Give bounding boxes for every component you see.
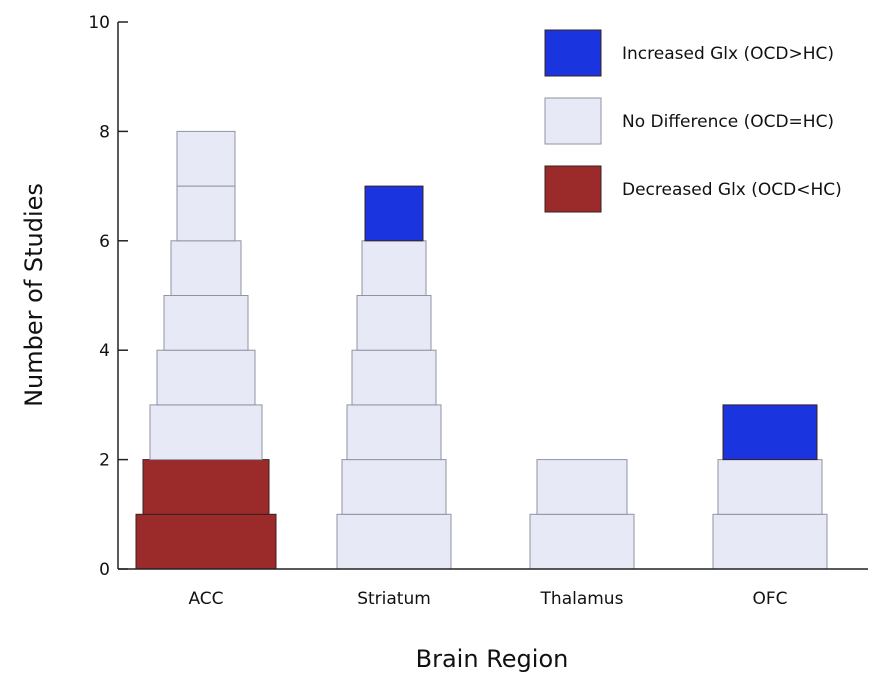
y-axis-title: Number of Studies: [20, 183, 48, 407]
block-striatum-7: [364, 185, 424, 242]
x-tick-label-thalamus: Thalamus: [540, 589, 624, 609]
block-acc-5: [163, 295, 249, 351]
block-thalamus-1: [529, 513, 635, 570]
legend-label: Decreased Glx (OCD<HC): [622, 180, 842, 200]
block-acc-8: [176, 130, 236, 187]
block-thalamus-2: [536, 459, 628, 515]
block-ofc-1: [712, 513, 828, 570]
block-acc-1: [135, 513, 277, 570]
legend-label: Increased Glx (OCD>HC): [622, 44, 834, 64]
y-tick-label: 10: [88, 13, 110, 33]
y-tick-label: 0: [99, 560, 110, 580]
block-acc-3: [149, 404, 263, 461]
axes: [117, 22, 868, 570]
block-acc-7: [176, 185, 236, 242]
y-tick-label: 6: [99, 232, 110, 252]
legend-swatch: [544, 29, 602, 77]
block-ofc-3: [722, 404, 818, 461]
block-ofc-2: [717, 459, 823, 515]
block-acc-2: [142, 459, 270, 515]
y-tick-label: 2: [99, 451, 110, 471]
block-acc-6: [170, 240, 242, 297]
x-tick-label-striatum: Striatum: [357, 589, 431, 609]
block-acc-4: [156, 349, 256, 406]
y-ticks: 0 2 4 6 8 10: [88, 13, 128, 580]
block-striatum-6: [361, 240, 427, 297]
x-ticks: ACC Striatum Thalamus OFC: [188, 589, 787, 609]
block-striatum-3: [346, 404, 442, 461]
block-striatum-1: [336, 513, 452, 570]
x-tick-label-acc: ACC: [188, 589, 223, 609]
legend-swatch: [544, 165, 602, 213]
x-axis-title: Brain Region: [416, 645, 569, 673]
legend: Increased Glx (OCD>HC) No Difference (OCD…: [544, 29, 842, 213]
x-tick-label-ofc: OFC: [752, 589, 787, 609]
plot-blocks: [135, 130, 828, 570]
block-striatum-5: [356, 295, 432, 351]
legend-swatch: [544, 97, 602, 145]
y-tick-label: 8: [99, 122, 110, 142]
block-striatum-2: [341, 459, 447, 515]
legend-label: No Difference (OCD=HC): [622, 112, 834, 132]
y-tick-label: 4: [99, 341, 110, 361]
block-striatum-4: [351, 349, 437, 406]
